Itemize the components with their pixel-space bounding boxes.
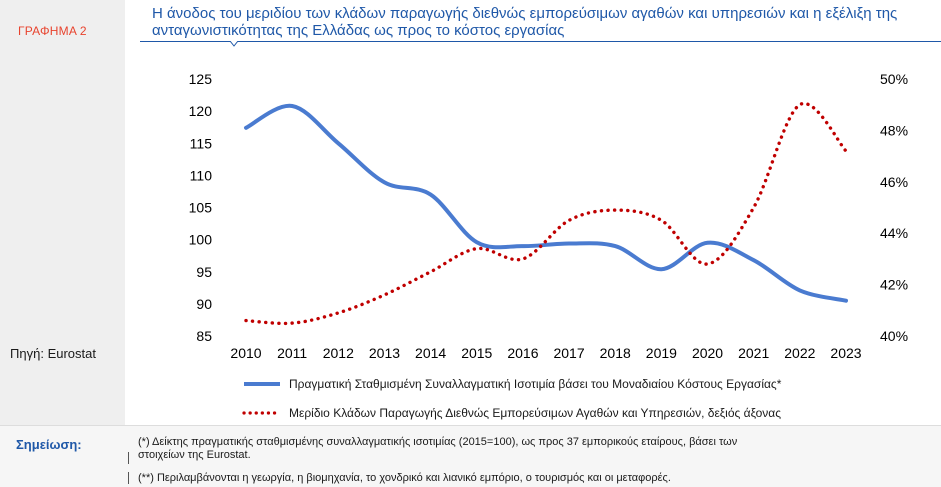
- x-tick-label: 2021: [738, 345, 769, 361]
- x-tick-label: 2017: [553, 345, 584, 361]
- y-left-tick-label: 85: [196, 328, 212, 344]
- legend-label: Μερίδιο Κλάδων Παραγωγής Διεθνώς Εμπορεύ…: [289, 406, 781, 420]
- series-line-reer: [244, 103, 848, 303]
- x-tick-label: 2010: [230, 345, 261, 361]
- x-tick-label: 2015: [461, 345, 492, 361]
- chart-title: Η άνοδος του μεριδίου των κλάδων παραγωγ…: [152, 5, 898, 39]
- x-tick-label: 2016: [507, 345, 538, 361]
- note-line-1: (*) Δείκτης πραγματικής σταθμισμένης συν…: [138, 436, 738, 448]
- y-right-tick-label: 48%: [880, 122, 908, 138]
- x-tick-label: 2014: [415, 345, 446, 361]
- notes-marker: [128, 472, 129, 484]
- x-tick-label: 2011: [277, 345, 307, 361]
- x-tick-label: 2018: [600, 345, 631, 361]
- notes-marker: [128, 452, 129, 464]
- x-tick-label: 2022: [784, 345, 815, 361]
- left-panel: [0, 0, 125, 425]
- series-lines: [244, 101, 848, 326]
- y-left-tick-label: 110: [190, 167, 213, 183]
- source-text: Πηγή: Eurostat: [10, 346, 96, 361]
- y-right-ticks: 40% 42% 44% 46% 48% 50%: [880, 71, 908, 344]
- y-right-tick-label: 46%: [880, 174, 908, 190]
- series-line-share: [244, 101, 848, 326]
- y-left-tick-label: 105: [189, 200, 213, 216]
- y-left-tick-label: 100: [189, 232, 213, 248]
- y-right-tick-label: 42%: [880, 277, 908, 293]
- y-left-tick-label: 90: [196, 296, 212, 312]
- y-right-tick-label: 44%: [880, 225, 908, 241]
- notes-label: Σημείωση:: [16, 437, 82, 452]
- line-chart: 85 90 95 100 105 110 115 120 125 40% 42% 44% 46% 48%…: [189, 71, 908, 420]
- y-left-tick-label: 95: [196, 264, 212, 280]
- y-right-tick-label: 40%: [880, 328, 908, 344]
- title-notch: [230, 41, 238, 47]
- x-ticks: 2010 2011 2012 2013 2014 2015 2016 2017 2018 2019…: [230, 345, 861, 361]
- x-tick-label: 2012: [323, 345, 354, 361]
- y-left-tick-label: 125: [189, 71, 213, 87]
- note-line-3: (**) Περιλαμβάνονται η γεωργία, η βιομηχ…: [138, 472, 671, 484]
- title-rule: [140, 41, 941, 42]
- note-line-2: στοιχείων της Eurostat.: [138, 449, 251, 461]
- legend-label: Πραγματική Σταθμισμένη Συναλλαγματική Ισ…: [289, 377, 782, 391]
- x-tick-label: 2023: [830, 345, 861, 361]
- y-left-tick-label: 120: [189, 103, 213, 119]
- y-right-tick-label: 50%: [880, 71, 908, 87]
- x-tick-label: 2013: [369, 345, 400, 361]
- legend: Πραγματική Σταθμισμένη Συναλλαγματική Ισ…: [242, 377, 782, 420]
- y-left-ticks: 85 90 95 100 105 110 115 120 125: [189, 71, 213, 344]
- chart-label: ΓΡΑΦΗΜΑ 2: [18, 24, 87, 38]
- x-tick-label: 2020: [692, 345, 723, 361]
- x-tick-label: 2019: [646, 345, 677, 361]
- notes-strip: [0, 425, 941, 487]
- y-left-tick-label: 115: [190, 135, 213, 151]
